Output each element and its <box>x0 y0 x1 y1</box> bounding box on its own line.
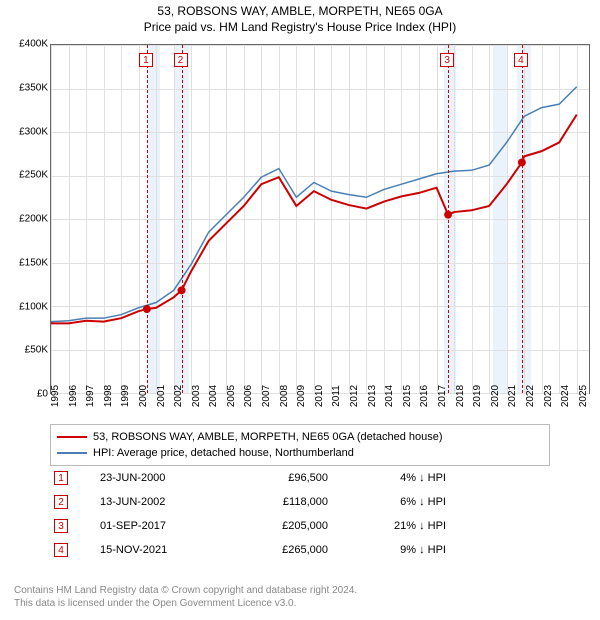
sales-row: 1 23-JUN-2000 £96,500 4% ↓ HPI <box>50 466 550 490</box>
sales-row-price: £118,000 <box>228 496 328 508</box>
x-tick-label: 2010 <box>314 385 325 407</box>
sales-row-delta: 6% ↓ HPI <box>336 496 446 508</box>
sales-row: 4 15-NOV-2021 £265,000 9% ↓ HPI <box>50 538 550 562</box>
sales-row-delta: 21% ↓ HPI <box>336 520 446 532</box>
x-tick-label: 2014 <box>384 385 395 407</box>
series-property <box>51 115 577 324</box>
series-hpi <box>51 87 577 322</box>
y-tick-label: £400K <box>19 39 48 50</box>
x-tick-label: 2000 <box>138 385 149 407</box>
sale-marker-line <box>147 45 148 393</box>
x-axis: 1995199619971998199920002001200220032004… <box>50 394 590 414</box>
x-tick-label: 2022 <box>525 385 536 407</box>
footer: Contains HM Land Registry data © Crown c… <box>14 584 586 610</box>
x-tick-label: 1995 <box>50 385 61 407</box>
legend-swatch <box>57 436 87 438</box>
x-tick-label: 2025 <box>578 385 589 407</box>
footer-line1: Contains HM Land Registry data © Crown c… <box>14 584 586 597</box>
title-sub: Price paid vs. HM Land Registry's House … <box>0 20 600 34</box>
sales-row-date: 01-SEP-2017 <box>100 520 220 532</box>
sales-row-index: 2 <box>54 495 68 509</box>
sales-table: 1 23-JUN-2000 £96,500 4% ↓ HPI 2 13-JUN-2002 £… <box>50 466 550 562</box>
x-tick-label: 2013 <box>367 385 378 407</box>
x-tick-label: 2023 <box>543 385 554 407</box>
sale-marker-line <box>182 45 183 393</box>
x-tick-label: 2015 <box>402 385 413 407</box>
sales-row-index: 3 <box>54 519 68 533</box>
sales-row-delta: 9% ↓ HPI <box>336 544 446 556</box>
sales-row: 3 01-SEP-2017 £205,000 21% ↓ HPI <box>50 514 550 538</box>
footer-line2: This data is licensed under the Open Gov… <box>14 597 586 610</box>
legend-swatch <box>57 452 87 454</box>
x-tick-label: 2021 <box>507 385 518 407</box>
sale-marker-line <box>522 45 523 393</box>
x-tick-label: 2019 <box>472 385 483 407</box>
x-tick-label: 2001 <box>156 385 167 407</box>
sales-row-price: £96,500 <box>228 472 328 484</box>
sale-marker-box: 3 <box>440 53 454 67</box>
legend-label: 53, ROBSONS WAY, AMBLE, MORPETH, NE65 0G… <box>93 431 443 443</box>
x-tick-label: 2007 <box>261 385 272 407</box>
y-tick-label: £250K <box>19 170 48 181</box>
sale-marker-box: 2 <box>174 53 188 67</box>
y-tick-label: £200K <box>19 214 48 225</box>
sales-row-price: £205,000 <box>228 520 328 532</box>
x-tick-label: 1998 <box>103 385 114 407</box>
x-tick-label: 2020 <box>490 385 501 407</box>
x-tick-label: 2005 <box>226 385 237 407</box>
y-tick-label: £100K <box>19 301 48 312</box>
x-tick-label: 2024 <box>560 385 571 407</box>
y-tick-label: £300K <box>19 126 48 137</box>
sales-row-delta: 4% ↓ HPI <box>336 472 446 484</box>
x-tick-label: 2009 <box>296 385 307 407</box>
x-tick-label: 2018 <box>455 385 466 407</box>
sales-row-date: 23-JUN-2000 <box>100 472 220 484</box>
x-tick-label: 2002 <box>173 385 184 407</box>
x-tick-label: 2017 <box>437 385 448 407</box>
chart-svg <box>51 45 589 393</box>
x-tick-label: 2016 <box>419 385 430 407</box>
y-tick-label: £150K <box>19 257 48 268</box>
sales-row-price: £265,000 <box>228 544 328 556</box>
plot-area: 1 2 3 4 <box>50 44 590 394</box>
x-tick-label: 1999 <box>120 385 131 407</box>
y-tick-label: £350K <box>19 82 48 93</box>
sale-marker-box: 4 <box>514 53 528 67</box>
y-tick-label: £50K <box>25 345 48 356</box>
sales-row-index: 4 <box>54 543 68 557</box>
x-tick-label: 2012 <box>349 385 360 407</box>
sales-row-date: 13-JUN-2002 <box>100 496 220 508</box>
sale-marker-line <box>448 45 449 393</box>
chart: £0£50K£100K£150K£200K£250K£300K£350K£400… <box>10 44 590 414</box>
sales-row-date: 15-NOV-2021 <box>100 544 220 556</box>
sales-row-index: 1 <box>54 471 68 485</box>
x-tick-label: 2008 <box>279 385 290 407</box>
x-tick-label: 1997 <box>85 385 96 407</box>
y-axis: £0£50K£100K£150K£200K£250K£300K£350K£400… <box>10 44 50 394</box>
legend-item: HPI: Average price, detached house, Nort… <box>57 445 543 461</box>
x-tick-label: 2003 <box>191 385 202 407</box>
legend: 53, ROBSONS WAY, AMBLE, MORPETH, NE65 0G… <box>50 424 550 466</box>
x-tick-label: 2006 <box>243 385 254 407</box>
title-main: 53, ROBSONS WAY, AMBLE, MORPETH, NE65 0G… <box>0 4 600 18</box>
x-tick-label: 2011 <box>331 385 342 407</box>
x-tick-label: 2004 <box>208 385 219 407</box>
sale-marker-box: 1 <box>139 53 153 67</box>
legend-item: 53, ROBSONS WAY, AMBLE, MORPETH, NE65 0G… <box>57 429 543 445</box>
legend-label: HPI: Average price, detached house, Nort… <box>93 447 354 459</box>
x-tick-label: 1996 <box>68 385 79 407</box>
chart-titles: 53, ROBSONS WAY, AMBLE, MORPETH, NE65 0G… <box>0 0 600 34</box>
y-tick-label: £0 <box>37 389 48 400</box>
sales-row: 2 13-JUN-2002 £118,000 6% ↓ HPI <box>50 490 550 514</box>
